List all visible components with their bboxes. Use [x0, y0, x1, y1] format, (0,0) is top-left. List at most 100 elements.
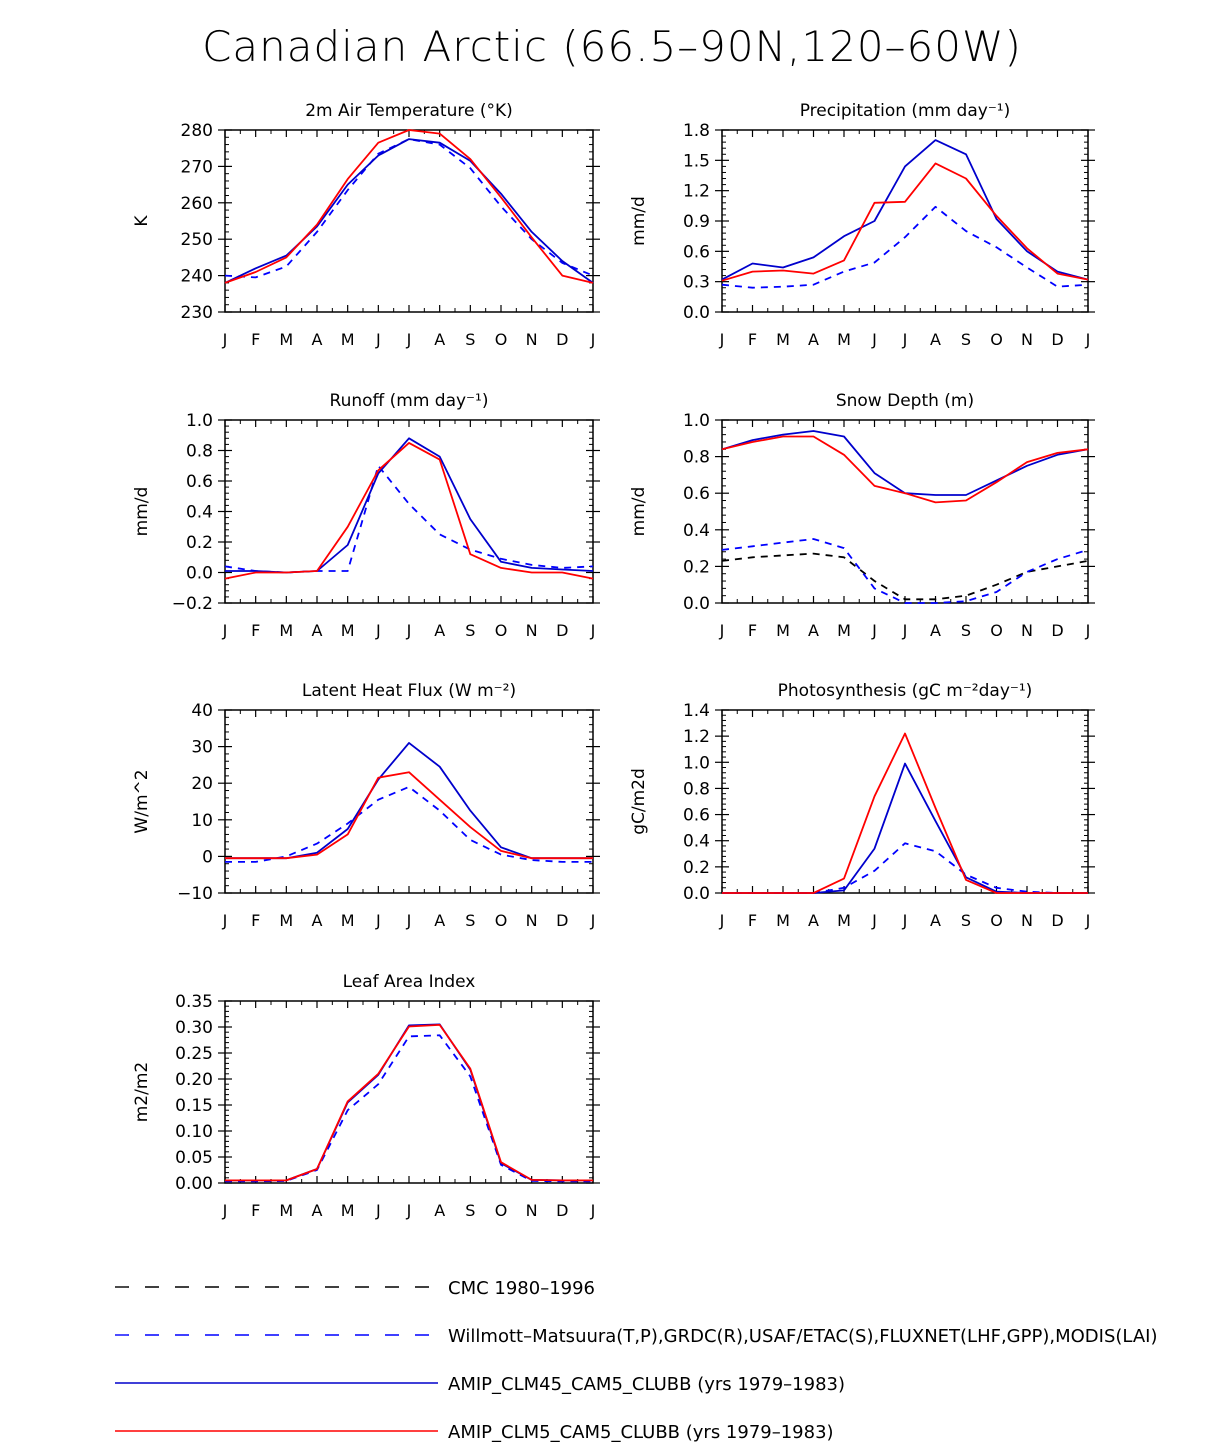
- legend-row-obs: Willmott–Matsuura(T,P),GRDC(R),USAF/ETAC…: [0, 1320, 1224, 1350]
- legend-swatch-clm45: [115, 1382, 438, 1384]
- x-tick-label: O: [990, 911, 1003, 930]
- series-line-fluxnet: [722, 842, 1088, 894]
- legend-swatch-obs: [115, 1334, 438, 1336]
- x-tick-label: D: [1051, 330, 1063, 349]
- x-tick-label: A: [312, 1201, 323, 1220]
- y-tick-label: 0.8: [683, 448, 710, 468]
- panel-title: Latent Heat Flux (W m⁻²): [302, 681, 516, 701]
- y-tick-label: 0.30: [175, 1018, 213, 1038]
- x-tick-label: A: [930, 621, 941, 640]
- series-line-amip-clm5-cam5-clubb: [224, 441, 594, 580]
- x-tick-label: M: [279, 911, 293, 930]
- legend-label-clm5: AMIP_CLM5_CAM5_CLUBB (yrs 1979–1983): [448, 1422, 834, 1443]
- main-title: Canadian Arctic (66.5–90N,120–60W): [202, 22, 1022, 71]
- legend-swatch-cmc: [115, 1286, 438, 1288]
- x-tick-label: O: [990, 330, 1003, 349]
- y-tick-label: 0.0: [186, 564, 213, 584]
- y-tick-label: 30: [191, 738, 213, 758]
- y-tick-label: 0.20: [175, 1070, 213, 1090]
- y-axis-label: mm/d: [629, 196, 649, 246]
- x-tick-label: D: [556, 621, 568, 640]
- y-axis-label: gC/m2d: [629, 768, 649, 835]
- legend-row-cmc: CMC 1980–1996: [0, 1272, 1224, 1302]
- panel-leaf-area-index: J F M A M J J A S O N D J0.000.050.100.150.200.250.3…: [132, 972, 600, 1220]
- y-tick-label: 0.6: [683, 242, 710, 262]
- x-tick-label: D: [556, 1201, 568, 1220]
- y-tick-label: 0: [202, 847, 213, 867]
- series-line-amip-clm5-cam5-clubb: [224, 129, 594, 284]
- x-tick-label: F: [748, 911, 757, 930]
- x-tick-label: J: [375, 330, 381, 349]
- series-line-willmott-matsuura: [224, 138, 594, 279]
- x-tick-label: N: [1021, 911, 1033, 930]
- panel-runoff-mm-day: J F M A M J J A S O N D J−0.20.00.20.40.60.81.0Runof…: [132, 391, 600, 640]
- x-tick-label: D: [556, 911, 568, 930]
- x-tick-label: O: [495, 621, 508, 640]
- legend-swatch-clm5: [115, 1430, 438, 1432]
- x-tick-label: F: [251, 621, 260, 640]
- y-tick-label: 230: [181, 303, 213, 323]
- x-tick-label: M: [341, 330, 355, 349]
- x-tick-label: A: [930, 911, 941, 930]
- x-tick-label: O: [495, 911, 508, 930]
- y-tick-label: 10: [191, 811, 213, 831]
- x-tick-label: M: [837, 621, 851, 640]
- x-tick-label: M: [776, 621, 790, 640]
- y-tick-label: 0.8: [186, 442, 213, 462]
- series-line-fluxnet: [225, 786, 593, 863]
- y-tick-label: 0.25: [175, 1044, 213, 1064]
- series-line-amip-clm45-cam5-clubb: [225, 1023, 593, 1182]
- y-tick-label: 0.3: [683, 273, 710, 293]
- x-tick-label: J: [902, 621, 908, 640]
- x-tick-label: J: [590, 1201, 596, 1220]
- y-axis-label: W/m^2: [132, 769, 152, 833]
- y-tick-label: 0.2: [186, 533, 213, 553]
- x-tick-label: S: [465, 621, 475, 640]
- legend-row-clm5: AMIP_CLM5_CAM5_CLUBB (yrs 1979–1983): [0, 1416, 1224, 1446]
- x-tick-label: N: [526, 1201, 538, 1220]
- series-line-cmc: [721, 552, 1089, 601]
- y-tick-label: 40: [191, 701, 213, 721]
- y-tick-label: 0.15: [175, 1096, 213, 1116]
- x-tick-label: M: [776, 330, 790, 349]
- x-tick-label: J: [1085, 330, 1091, 349]
- y-tick-label: 0.4: [186, 503, 213, 523]
- x-tick-label: J: [222, 1201, 228, 1220]
- x-tick-label: A: [808, 911, 819, 930]
- x-tick-label: F: [251, 1201, 260, 1220]
- x-tick-label: N: [1021, 330, 1033, 349]
- panel-photosynthesis-gc-m-day: J F M A M J J A S O N D J0.00.20.40.60.81.01.21.4Pho…: [629, 681, 1095, 930]
- y-tick-label: 0.35: [175, 992, 213, 1012]
- plot-frame: [224, 1000, 594, 1184]
- x-tick-label: F: [748, 330, 757, 349]
- x-tick-label: S: [465, 1201, 475, 1220]
- x-tick-label: A: [434, 330, 445, 349]
- y-tick-label: 1.2: [683, 727, 710, 747]
- x-tick-label: J: [1085, 911, 1091, 930]
- x-tick-label: M: [341, 1201, 355, 1220]
- x-tick-label: N: [1021, 621, 1033, 640]
- panel-precipitation-mm-day: J F M A M J J A S O N D J0.00.30.60.91.21.51.8Precip…: [629, 101, 1095, 349]
- y-tick-label: 1.0: [683, 753, 710, 773]
- x-tick-label: J: [222, 330, 228, 349]
- series-line-grdc: [224, 464, 594, 574]
- y-tick-label: 0.9: [683, 212, 710, 232]
- x-tick-label: A: [434, 1201, 445, 1220]
- y-tick-label: −10: [177, 884, 213, 904]
- x-tick-label: M: [837, 911, 851, 930]
- x-tick-label: M: [279, 621, 293, 640]
- x-tick-label: M: [341, 911, 355, 930]
- x-tick-label: N: [526, 330, 538, 349]
- x-tick-label: J: [719, 911, 725, 930]
- x-tick-label: J: [871, 330, 877, 349]
- plot-frame: [224, 129, 594, 313]
- x-tick-label: F: [251, 911, 260, 930]
- legend-label-clm45: AMIP_CLM45_CAM5_CLUBB (yrs 1979–1983): [448, 1374, 846, 1395]
- y-tick-label: 0.05: [175, 1148, 213, 1168]
- x-tick-label: A: [434, 621, 445, 640]
- x-tick-label: A: [312, 911, 323, 930]
- series-line-amip-clm5-cam5-clubb: [722, 732, 1088, 894]
